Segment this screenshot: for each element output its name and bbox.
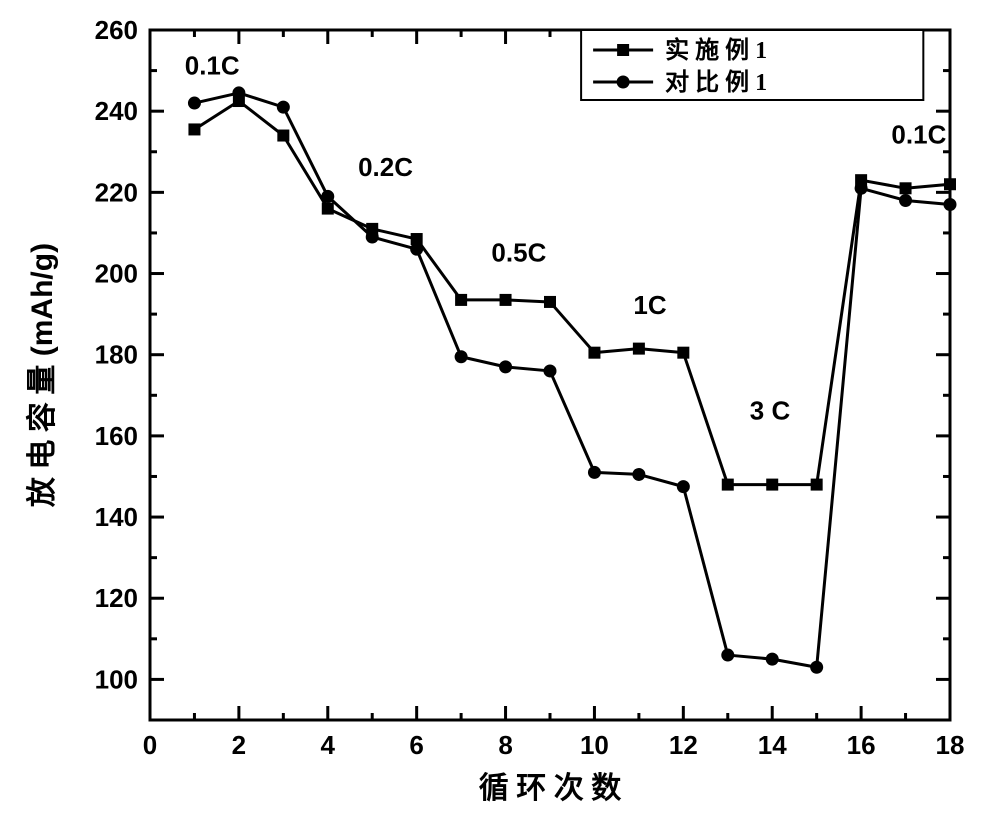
legend-marker [617, 76, 630, 89]
marker-circle [232, 86, 245, 99]
x-tick-label: 16 [847, 730, 876, 760]
marker-square [766, 479, 778, 491]
marker-circle [366, 231, 379, 244]
x-tick-label: 14 [758, 730, 787, 760]
marker-circle [721, 649, 734, 662]
legend-label: 对 比 例 1 [665, 69, 767, 96]
rate-annotation: 1C [633, 290, 666, 320]
marker-square [900, 182, 912, 194]
y-tick-label: 240 [95, 96, 138, 126]
rate-annotation: 0.2C [358, 152, 413, 182]
marker-square [277, 130, 289, 142]
rate-annotation: 0.5C [491, 237, 546, 267]
marker-circle [321, 190, 334, 203]
x-tick-label: 4 [321, 730, 336, 760]
marker-square [811, 479, 823, 491]
rate-annotation: 0.1C [185, 51, 240, 81]
x-tick-label: 8 [498, 730, 512, 760]
x-tick-label: 18 [936, 730, 965, 760]
legend-marker [617, 44, 629, 56]
rate-annotation: 0.1C [891, 120, 946, 150]
marker-circle [499, 360, 512, 373]
y-tick-label: 120 [95, 583, 138, 613]
marker-circle [810, 661, 823, 674]
y-tick-label: 140 [95, 502, 138, 532]
y-tick-label: 100 [95, 664, 138, 694]
marker-square [322, 203, 334, 215]
x-axis-title: 循 环 次 数 [479, 772, 622, 805]
marker-square [588, 347, 600, 359]
marker-circle [632, 468, 645, 481]
rate-capability-chart: 0 2 4 6 8 10 12 14 16 18 100 120 140 160 180 200 220 240 2… [0, 0, 1000, 823]
marker-circle [944, 198, 957, 211]
marker-square [188, 123, 200, 135]
marker-circle [188, 97, 201, 110]
marker-square [500, 294, 512, 306]
y-tick-label: 260 [95, 15, 138, 45]
marker-square [944, 178, 956, 190]
marker-circle [899, 194, 912, 207]
rate-annotation: 3 C [750, 396, 791, 426]
y-tick-label: 220 [95, 177, 138, 207]
marker-circle [544, 364, 557, 377]
marker-square [544, 296, 556, 308]
marker-square [455, 294, 467, 306]
marker-circle [277, 101, 290, 114]
y-tick-label: 160 [95, 421, 138, 451]
marker-circle [455, 350, 468, 363]
marker-circle [677, 480, 690, 493]
marker-circle [410, 243, 423, 256]
marker-circle [766, 653, 779, 666]
x-tick-label: 2 [232, 730, 246, 760]
x-tick-label: 0 [143, 730, 157, 760]
marker-square [722, 479, 734, 491]
marker-circle [588, 466, 601, 479]
y-tick-label: 180 [95, 340, 138, 370]
x-tick-label: 6 [409, 730, 423, 760]
marker-circle [855, 182, 868, 195]
marker-square [633, 343, 645, 355]
y-axis-title: 放 电 容 量 (mAh/g) [26, 243, 59, 508]
x-tick-label: 10 [580, 730, 609, 760]
x-tick-label: 12 [669, 730, 698, 760]
legend-label: 实 施 例 1 [665, 36, 767, 64]
marker-square [677, 347, 689, 359]
y-tick-label: 200 [95, 259, 138, 289]
